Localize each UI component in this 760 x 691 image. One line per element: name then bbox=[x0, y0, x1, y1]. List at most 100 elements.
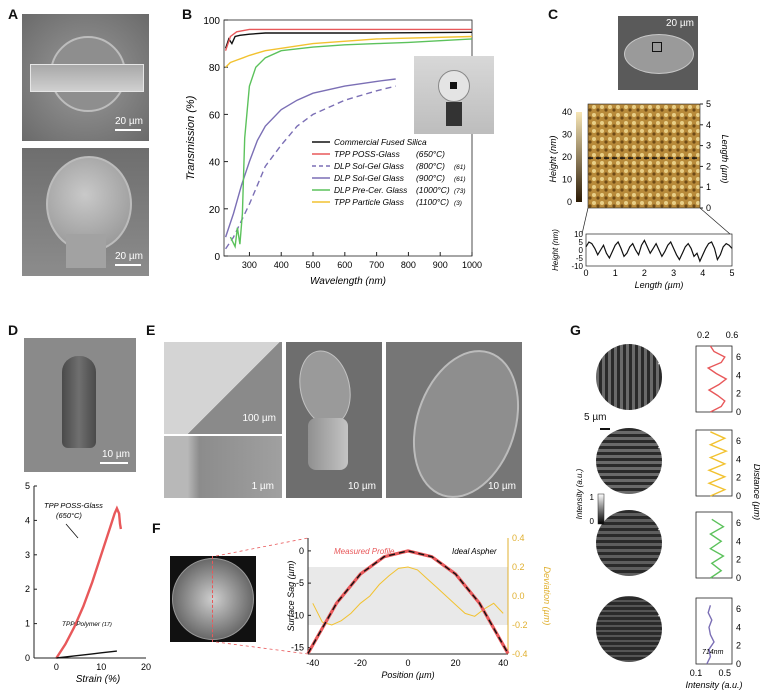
legend-label: DLP Pre-Cer. Glass bbox=[334, 185, 408, 195]
series-line bbox=[224, 28, 472, 51]
x-tick-label: 500 bbox=[306, 260, 321, 270]
intensity-profile-charts: 0.2 0.6 0 2 4 6 0 2 4 6 0 2 4 6 0 2 4 6 0.1 0.5 Intensity (a… bbox=[575, 330, 760, 690]
panel-label-a: A bbox=[8, 6, 19, 22]
y2-tick-label: 0.2 bbox=[512, 562, 525, 572]
connector-line bbox=[657, 477, 697, 497]
tilted-stem bbox=[308, 418, 348, 470]
connector-line bbox=[657, 559, 697, 579]
y-tick-label: 0 bbox=[736, 573, 741, 583]
series-line bbox=[225, 35, 473, 68]
y-tick-label: 4 bbox=[736, 622, 741, 632]
panel-label-d: D bbox=[8, 322, 19, 338]
y-tick-label: 3 bbox=[25, 550, 30, 560]
afm-height-map bbox=[587, 103, 701, 209]
y-tick-label: 0 bbox=[736, 407, 741, 417]
inset-dot bbox=[450, 82, 457, 89]
scale-bar bbox=[100, 462, 128, 464]
surface-sag-chart: 0 -5 -10 -15 0.4 0.2 0.0 -0.2 -0.4 -40 -20 0 20 40 Pos… bbox=[215, 533, 552, 680]
x-tick-label: 2 bbox=[642, 268, 647, 278]
y2-tick-label: -0.4 bbox=[512, 649, 528, 659]
y-tick-label: 6 bbox=[736, 352, 741, 362]
x-tick-label: 600 bbox=[337, 260, 352, 270]
connector-line bbox=[657, 597, 697, 617]
sem-image-array: 100 µm bbox=[164, 342, 282, 434]
plot-frame bbox=[223, 19, 473, 257]
x-tick-label: 0 bbox=[583, 268, 588, 278]
panel-label-b: B bbox=[182, 6, 193, 22]
y-tick-label: 2 bbox=[736, 555, 741, 565]
x-tick-label: 0 bbox=[54, 662, 59, 672]
legend-temp: (650°C) bbox=[416, 149, 445, 159]
scale-bar bbox=[115, 129, 141, 131]
x-tick-label: 4 bbox=[700, 268, 705, 278]
intensity-profile bbox=[707, 431, 729, 497]
x-tick-label: 10 bbox=[96, 662, 106, 672]
target-image-1 bbox=[596, 344, 662, 410]
y-tick-label: 2 bbox=[25, 584, 30, 594]
colorbar-tick-label: 0 bbox=[590, 517, 595, 526]
colorbar-tick-label: 1 bbox=[590, 493, 595, 502]
annotation-period: 714nm bbox=[702, 649, 724, 656]
y-tick-label: 4 bbox=[736, 536, 741, 546]
panel-label-g: G bbox=[570, 322, 581, 338]
annotation-measured-profile: Measured Profile bbox=[334, 547, 395, 556]
lens-intensity-image bbox=[170, 556, 256, 642]
x-axis-label: Strain (%) bbox=[76, 674, 120, 685]
y-tick-label: 0 bbox=[214, 252, 220, 263]
y-tick-label: -15 bbox=[291, 643, 304, 653]
series-line bbox=[56, 650, 117, 659]
target-image-2 bbox=[596, 428, 662, 494]
profile-frame bbox=[695, 429, 733, 497]
x-axis-label: Wavelength (nm) bbox=[310, 276, 386, 287]
colorbar-tick-label: 10 bbox=[562, 175, 572, 185]
map-tick-label: 2 bbox=[706, 161, 711, 171]
colorbar-tick-label: 40 bbox=[562, 107, 572, 117]
x-tick-label: 400 bbox=[274, 260, 289, 270]
x-tick-label: 700 bbox=[369, 260, 384, 270]
series-line bbox=[224, 31, 473, 49]
y-tick-label: 0 bbox=[736, 659, 741, 669]
x-tick-label: 300 bbox=[242, 260, 257, 270]
legend-ref: (3) bbox=[454, 200, 462, 207]
y-axis-label: Transmission (%) bbox=[185, 95, 197, 180]
legend-temp: (1100°C) bbox=[416, 197, 449, 207]
sem-image-lens-closeup: 10 µm bbox=[386, 342, 522, 498]
x-axis-label: Position (µm) bbox=[381, 670, 434, 680]
y-tick-label: 10 bbox=[574, 230, 583, 239]
annotation-label: TPP POSS-Glass bbox=[44, 501, 103, 510]
connector-line bbox=[215, 537, 309, 557]
scale-bar bbox=[600, 428, 610, 430]
connector-line bbox=[657, 345, 697, 365]
connector-line bbox=[657, 645, 697, 665]
intensity-profile bbox=[706, 605, 715, 665]
profile-frame bbox=[695, 597, 733, 665]
scale-bar bbox=[115, 264, 141, 266]
deviation-line bbox=[312, 566, 504, 626]
y-tick-label: -5 bbox=[296, 578, 304, 588]
y-tick-label: 40 bbox=[209, 158, 221, 169]
section-line bbox=[212, 556, 213, 642]
legend-temp: (1000°C) bbox=[416, 185, 450, 195]
legend-temp: (800°C) bbox=[416, 161, 445, 171]
inset-stand bbox=[446, 102, 462, 126]
panel-label-c: C bbox=[548, 6, 559, 22]
map-tick-label: 5 bbox=[706, 99, 711, 109]
y-tick-label: -10 bbox=[291, 610, 304, 620]
disk-top bbox=[624, 34, 694, 74]
sem-image-pillar: 10 µm bbox=[24, 338, 136, 472]
scale-bar-label: 20 µm bbox=[115, 251, 143, 262]
y-tick-label: 2 bbox=[736, 641, 741, 651]
map-tick-label: 3 bbox=[706, 141, 711, 151]
legend-temp: (900°C) bbox=[416, 173, 445, 183]
y2-axis-label: Deviation (µm) bbox=[542, 567, 552, 626]
annotation-pointer bbox=[65, 523, 79, 539]
scale-bar-label: 1 µm bbox=[251, 481, 274, 492]
top-tick-label: 0.6 bbox=[726, 330, 739, 340]
profile-line bbox=[585, 239, 733, 263]
colorbar-tick-label: 0 bbox=[567, 197, 572, 207]
profile-frame bbox=[585, 233, 733, 267]
series-line bbox=[224, 78, 396, 238]
map-tick-label: 0 bbox=[706, 203, 711, 213]
colorbar bbox=[576, 112, 582, 202]
